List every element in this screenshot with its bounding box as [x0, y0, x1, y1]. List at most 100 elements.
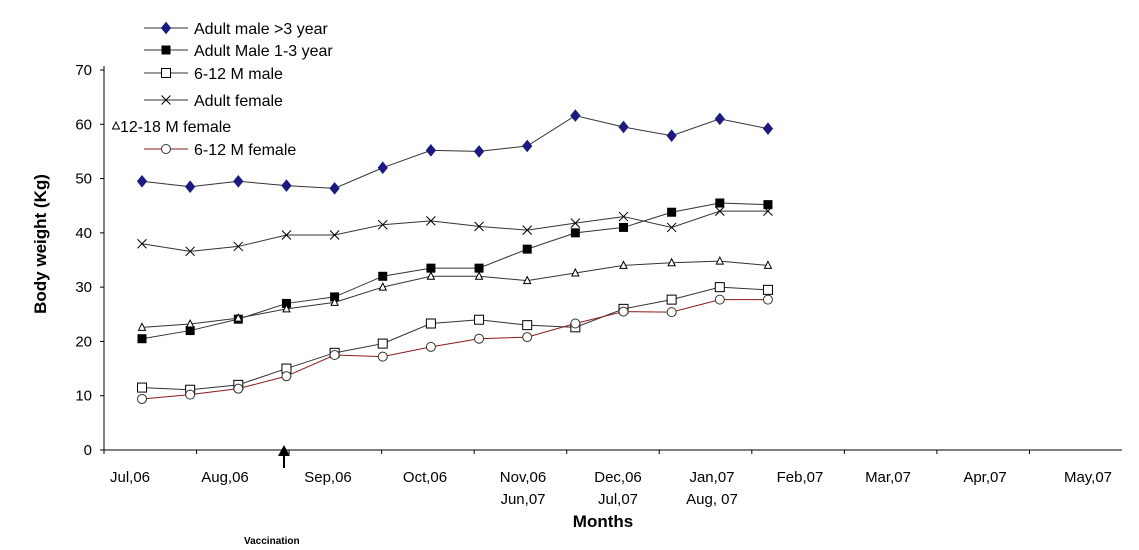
vaccination-arrow-head: [278, 445, 290, 456]
x-tick-label: Apr,07: [963, 469, 1006, 486]
data-point: [715, 255, 725, 265]
legend-label: Adult Male 1-3 year: [194, 43, 333, 60]
data-point: [377, 351, 388, 362]
data-point: [473, 145, 485, 158]
data-point: [426, 263, 436, 273]
data-point-stroke: [666, 222, 677, 233]
data-point: [185, 246, 196, 257]
x-tick-label: Jan,07: [689, 469, 734, 486]
y-tick-label: 40: [75, 225, 92, 242]
series-group: [137, 294, 773, 404]
y-tick-label: 0: [84, 442, 92, 459]
data-point: [161, 144, 171, 154]
legend-entry: Adult female: [144, 93, 283, 110]
data-point: [425, 144, 437, 157]
data-point-stroke: [233, 241, 244, 252]
data-point: [666, 307, 677, 318]
data-point: [762, 294, 773, 305]
data-point: [330, 297, 339, 306]
vaccination-annotation: Vaccination: [244, 445, 300, 547]
y-tick-label: 30: [75, 279, 92, 296]
data-point: [667, 207, 677, 217]
data-point: [762, 284, 773, 295]
legend-entry: 12-18 M female: [111, 119, 231, 136]
x-tick-label: May,07: [1064, 469, 1112, 486]
data-point: [329, 230, 340, 240]
data-point-stroke: [618, 211, 629, 222]
data-point-stroke: [185, 246, 196, 257]
series-line: [141, 286, 768, 391]
x-tick-label: Mar,07: [865, 469, 911, 486]
data-point: [618, 120, 629, 134]
x-tick-label: Dec,06: [594, 469, 642, 486]
legend-label: Adult male >3 year: [194, 21, 329, 38]
data-point-stroke: [161, 95, 171, 105]
data-point: [137, 334, 147, 344]
data-point: [185, 389, 196, 400]
data-point: [618, 211, 629, 222]
x-tick-label: Feb,07: [777, 469, 824, 486]
data-point: [714, 112, 725, 126]
data-point: [522, 320, 533, 331]
data-point: [378, 271, 388, 281]
x-tick-label: Oct,06: [403, 469, 447, 486]
series-line: [141, 299, 768, 400]
series-group: [137, 206, 773, 257]
y-tick-label: 70: [75, 62, 92, 79]
legend: Adult male >3 year Adult Male 1-3 year 6-1…: [111, 21, 333, 159]
x-secondary-label: Jul,07: [598, 491, 638, 508]
data-point: [185, 180, 196, 194]
data-point-stroke: [329, 230, 340, 240]
data-point: [185, 318, 195, 328]
data-point: [111, 120, 121, 130]
x-tick-label: Jul,06: [110, 469, 150, 486]
data-point: [426, 271, 436, 280]
data-point: [137, 393, 147, 404]
series-group: [137, 255, 773, 331]
series-line: [141, 210, 768, 252]
data-point: [474, 221, 484, 232]
data-point: [185, 326, 195, 336]
series-line: [141, 260, 768, 328]
data-point: [474, 263, 484, 273]
legend-entry: 6-12 M female: [144, 142, 296, 159]
data-point: [618, 306, 629, 317]
data-point: [378, 282, 388, 291]
data-point: [377, 161, 388, 175]
data-point-stroke: [714, 206, 725, 216]
data-point: [522, 332, 533, 343]
data-point: [161, 68, 171, 78]
data-point: [233, 241, 244, 252]
legend-entry: Adult Male 1-3 year: [144, 43, 333, 60]
data-point-stroke: [763, 206, 773, 216]
data-point: [137, 238, 147, 249]
data-point: [570, 109, 581, 122]
y-tick-label: 50: [75, 171, 92, 188]
data-point-stroke: [377, 219, 388, 230]
data-point: [426, 216, 436, 226]
data-point: [619, 260, 628, 269]
y-axis-title: Body weight (Kg): [31, 174, 50, 314]
data-point-stroke: [426, 216, 436, 226]
data-point: [329, 182, 340, 195]
data-point: [474, 314, 485, 325]
data-point: [714, 294, 725, 305]
data-point: [233, 312, 243, 322]
vaccination-label: Vaccination: [244, 536, 300, 545]
data-point: [666, 222, 677, 233]
data-point-stroke: [570, 218, 581, 228]
data-point: [522, 244, 532, 254]
series-line: [141, 115, 769, 189]
axes: 0 10 20 30 40 50 60 70 Jul,06 Aug,06 Sep,06 Oct,06 N…: [75, 62, 1122, 508]
x-tick-label: Nov,06: [500, 469, 546, 486]
data-point: [570, 228, 580, 238]
data-point: [330, 292, 340, 302]
data-point: [137, 322, 147, 331]
data-point: [281, 371, 292, 382]
data-point: [425, 318, 436, 329]
legend-entry: 6-12 M male: [144, 66, 283, 83]
x-tick-label: Aug,06: [201, 469, 249, 486]
data-point: [282, 303, 291, 313]
data-point-stroke: [137, 238, 147, 249]
